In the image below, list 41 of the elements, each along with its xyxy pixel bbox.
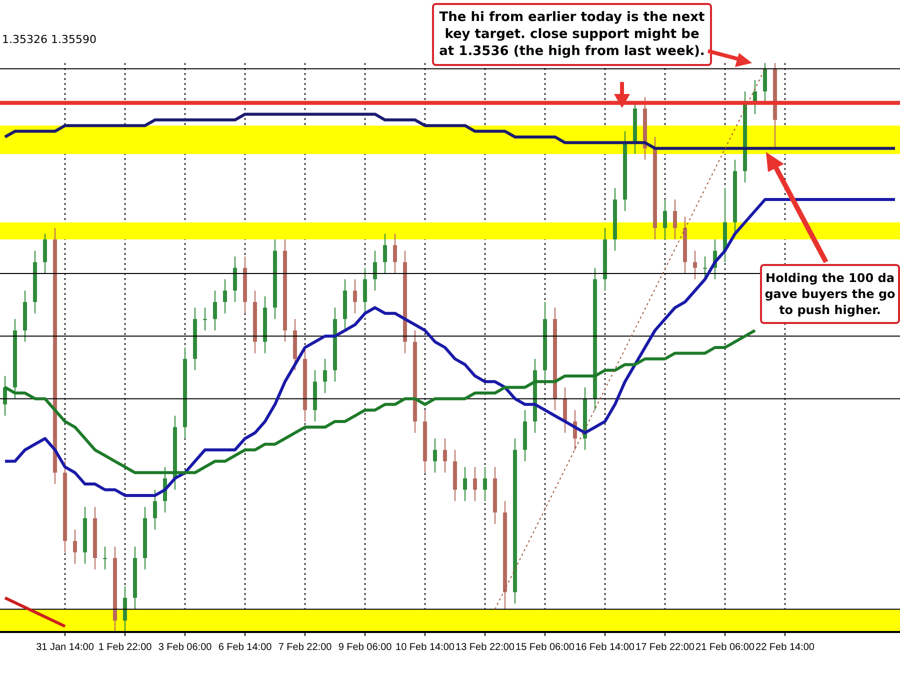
x-tick-label: 10 Feb 14:00	[396, 642, 455, 653]
x-tick-label: 21 Feb 06:00	[696, 642, 755, 653]
candlestick	[153, 489, 157, 530]
x-tick-label: 3 Feb 06:00	[158, 642, 212, 653]
candlestick	[673, 199, 677, 240]
candlestick	[363, 267, 367, 314]
candlestick	[483, 466, 487, 502]
candlestick	[213, 290, 217, 331]
candlestick	[323, 358, 327, 394]
x-tick-label: 9 Feb 06:00	[338, 642, 392, 653]
candlestick	[763, 63, 767, 104]
candlestick	[663, 199, 667, 240]
x-tick-label: 6 Feb 14:00	[218, 642, 272, 653]
annotation: Holding the 100 da gave buyers the go to push higher.	[760, 264, 900, 324]
candlestick	[433, 438, 437, 474]
x-tick-label: 15 Feb 06:00	[516, 642, 575, 653]
candlestick	[473, 466, 477, 502]
candlestick	[233, 256, 237, 302]
candlestick	[373, 250, 377, 292]
x-tick-label: 1 Feb 22:00	[98, 642, 152, 653]
candlestick	[73, 529, 77, 564]
candlestick	[563, 386, 567, 434]
x-tick-label: 13 Feb 22:00	[456, 642, 515, 653]
candlestick	[43, 233, 47, 274]
x-tick-label: 22 Feb 14:00	[756, 642, 815, 653]
candlestick	[383, 233, 387, 274]
candlestick	[123, 586, 127, 632]
candlestick	[443, 438, 447, 474]
candlestick	[393, 233, 397, 274]
text: The hi from earlier today is the next key target. close support might be at 1.3536 (the high from last week).	[432, 3, 712, 66]
x-tick-label: 31 Jan 14:00	[36, 642, 94, 653]
text: 1.35326 1.35590	[2, 33, 96, 46]
x-tick-label: 16 Feb 14:00	[576, 642, 635, 653]
candlestick	[693, 250, 697, 280]
candlestick	[203, 307, 207, 331]
candlestick	[103, 546, 107, 570]
x-tick-label: 17 Feb 22:00	[636, 642, 695, 653]
x-tick-label: 7 Feb 22:00	[278, 642, 332, 653]
candlestick	[223, 278, 227, 314]
candlestick	[463, 466, 467, 502]
candlestick	[353, 278, 357, 314]
